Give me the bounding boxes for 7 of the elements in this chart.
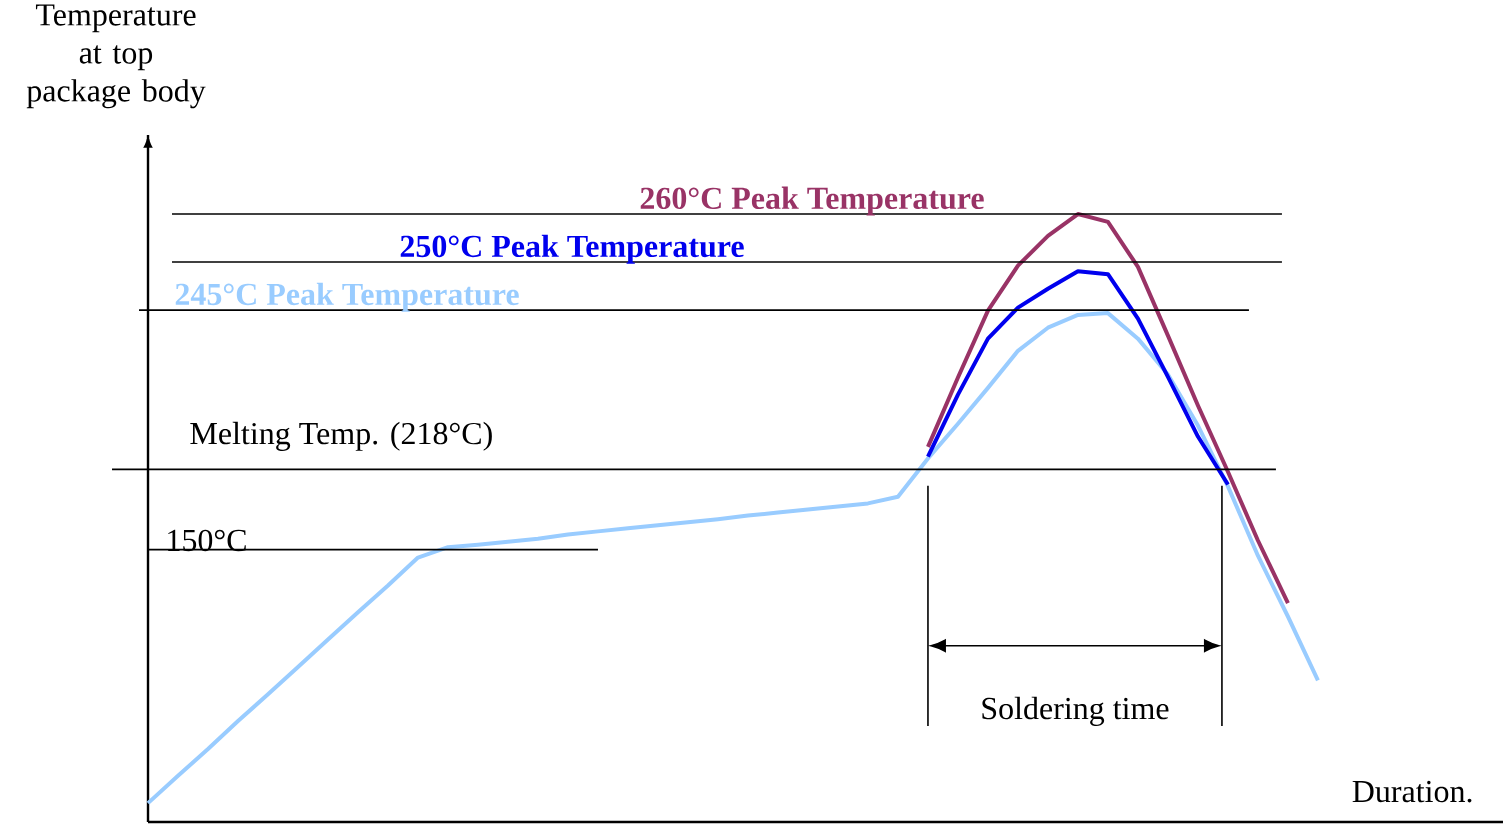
- annotation: Soldering time: [982, 696, 1169, 726]
- x-axis-title: Duration.: [1352, 780, 1472, 803]
- y-axis-title: Temperature at top package body: [26, 4, 206, 109]
- ref-line-label: 250°C Peak Temperature: [400, 234, 744, 264]
- ref-line-label: 260°C Peak Temperature: [640, 186, 984, 216]
- ref-line-label: 245°C Peak Temperature: [175, 282, 519, 312]
- ref-line-label: Melting Temp. (218°C): [190, 421, 492, 451]
